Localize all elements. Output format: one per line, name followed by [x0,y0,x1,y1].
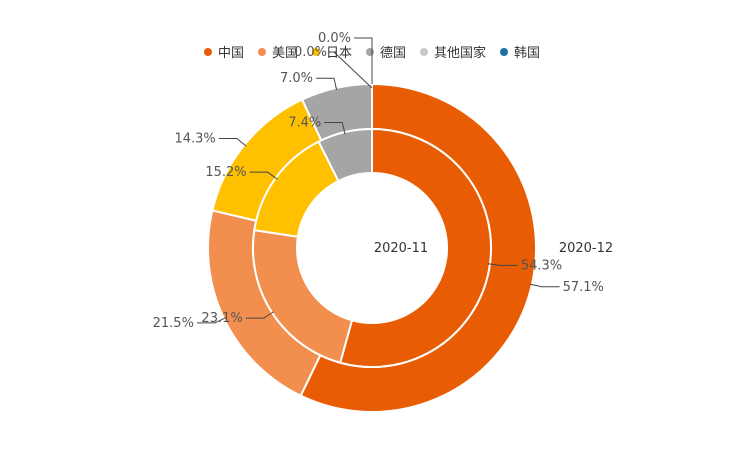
data-label: 0.0% [318,31,351,46]
inner-slice-3[interactable] [317,127,373,183]
leader-line [324,121,346,135]
data-label: 15.2% [205,165,246,180]
legend-label: 日本 [326,46,352,61]
leader-line [249,171,278,180]
legend-swatch [203,48,212,56]
inner-ring-label: 2020-11 [374,241,428,256]
legend-swatch [366,48,374,56]
legend-label: 中国 [218,46,244,61]
legend-item[interactable]: 中国 [203,46,244,61]
data-label: 7.0% [280,71,313,86]
data-label: 23.1% [201,311,242,326]
legend-swatch [500,48,509,56]
leader-line [245,311,275,319]
legend-label: 德国 [380,46,406,61]
legend-swatch [420,48,429,56]
legend-item[interactable]: 美国 [257,46,298,61]
data-labels: 54.3% 23.1% 15.2% 7.4% 57.1% 21.5% 14.3% 7.0% 0.… [153,31,604,331]
inner-slice-0[interactable] [339,127,492,368]
chart-legend: 中国 美国 日本 德国 其他国家 韩国 [203,45,540,61]
legend-item[interactable]: 其他国家 [420,45,486,61]
data-label: 21.5% [153,316,194,331]
legend-swatch [257,48,266,56]
legend-label: 其他国家 [434,45,486,61]
legend-swatch [311,48,320,56]
leader-line [196,317,226,324]
legend-item[interactable]: 日本 [311,46,352,61]
leader-line [529,283,560,288]
leader-line [330,51,373,89]
label-leader-lines [196,37,560,324]
inner-ring [252,127,492,368]
outer-ring-label: 2020-12 [559,241,613,256]
leader-line [354,37,373,84]
data-label: 0.0% [294,45,327,60]
data-label: 54.3% [521,258,562,273]
data-label: 7.4% [288,115,321,130]
legend-label: 韩国 [514,46,540,61]
legend-label: 美国 [272,46,298,61]
leader-line [487,263,518,266]
legend-item[interactable]: 韩国 [500,46,540,61]
leader-line [316,77,338,91]
outer-ring [207,82,537,413]
leader-line [218,137,247,147]
data-label: 57.1% [563,280,604,295]
data-label: 14.3% [174,131,215,146]
